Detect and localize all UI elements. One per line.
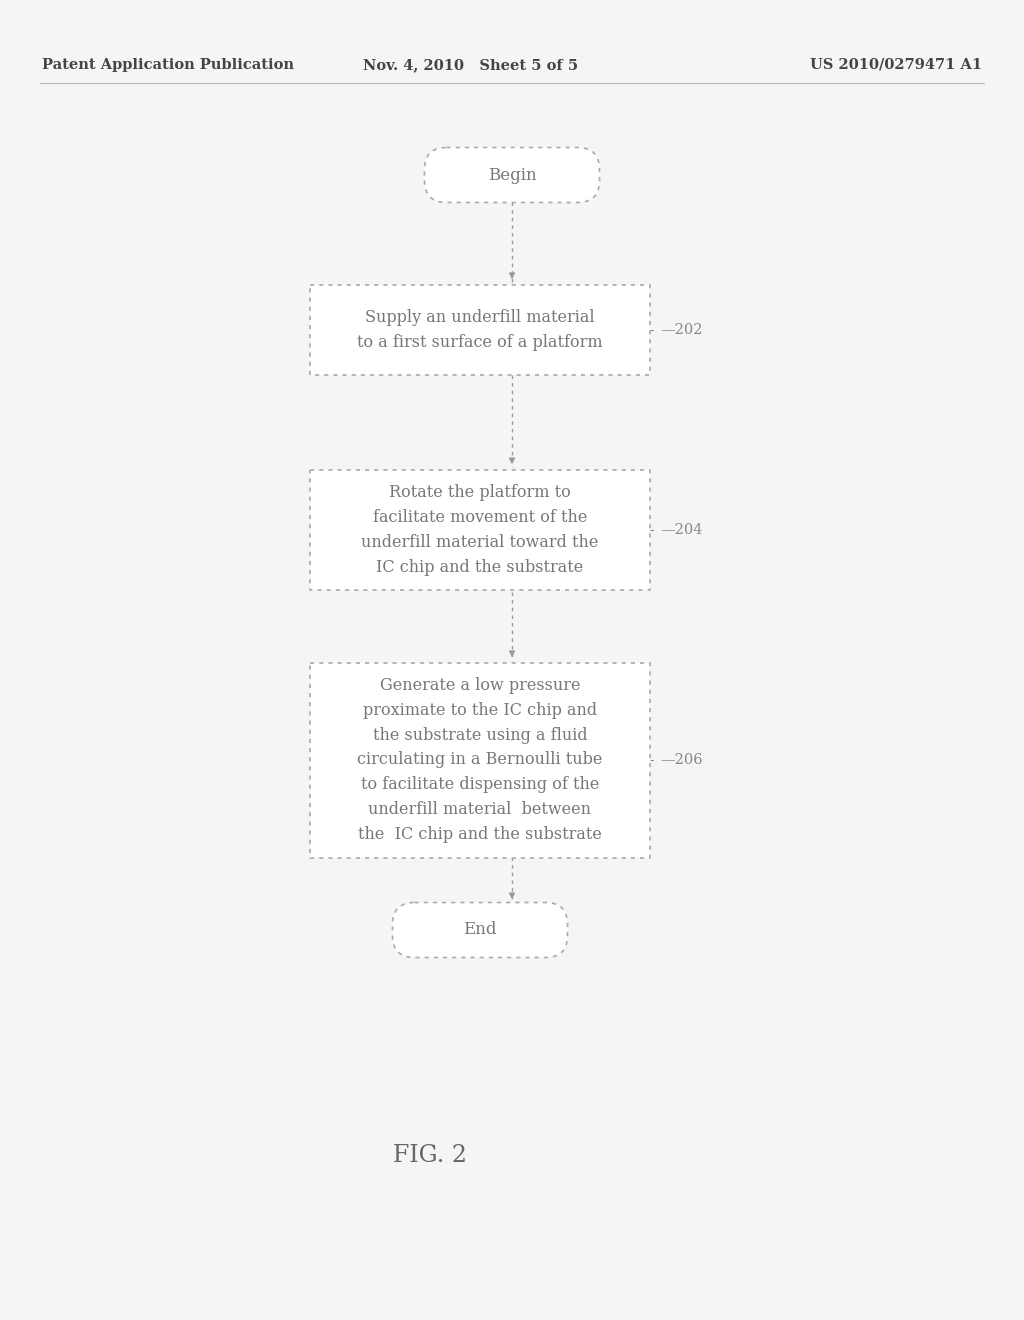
Bar bbox=[310, 470, 650, 590]
Bar bbox=[310, 285, 650, 375]
Text: End: End bbox=[463, 921, 497, 939]
Text: —204: —204 bbox=[660, 523, 702, 537]
FancyBboxPatch shape bbox=[425, 148, 599, 202]
Text: Supply an underfill material
to a first surface of a platform: Supply an underfill material to a first … bbox=[357, 309, 603, 351]
Bar bbox=[310, 663, 650, 858]
Text: Begin: Begin bbox=[487, 166, 537, 183]
Text: US 2010/0279471 A1: US 2010/0279471 A1 bbox=[810, 58, 982, 73]
FancyBboxPatch shape bbox=[392, 903, 567, 957]
Text: Rotate the platform to
facilitate movement of the
underfill material toward the
: Rotate the platform to facilitate moveme… bbox=[361, 484, 599, 576]
Text: —202: —202 bbox=[660, 323, 702, 337]
Text: Generate a low pressure
proximate to the IC chip and
the substrate using a fluid: Generate a low pressure proximate to the… bbox=[357, 677, 603, 843]
Text: Nov. 4, 2010   Sheet 5 of 5: Nov. 4, 2010 Sheet 5 of 5 bbox=[364, 58, 579, 73]
Text: —206: —206 bbox=[660, 752, 702, 767]
Text: FIG. 2: FIG. 2 bbox=[393, 1143, 467, 1167]
Text: Patent Application Publication: Patent Application Publication bbox=[42, 58, 294, 73]
